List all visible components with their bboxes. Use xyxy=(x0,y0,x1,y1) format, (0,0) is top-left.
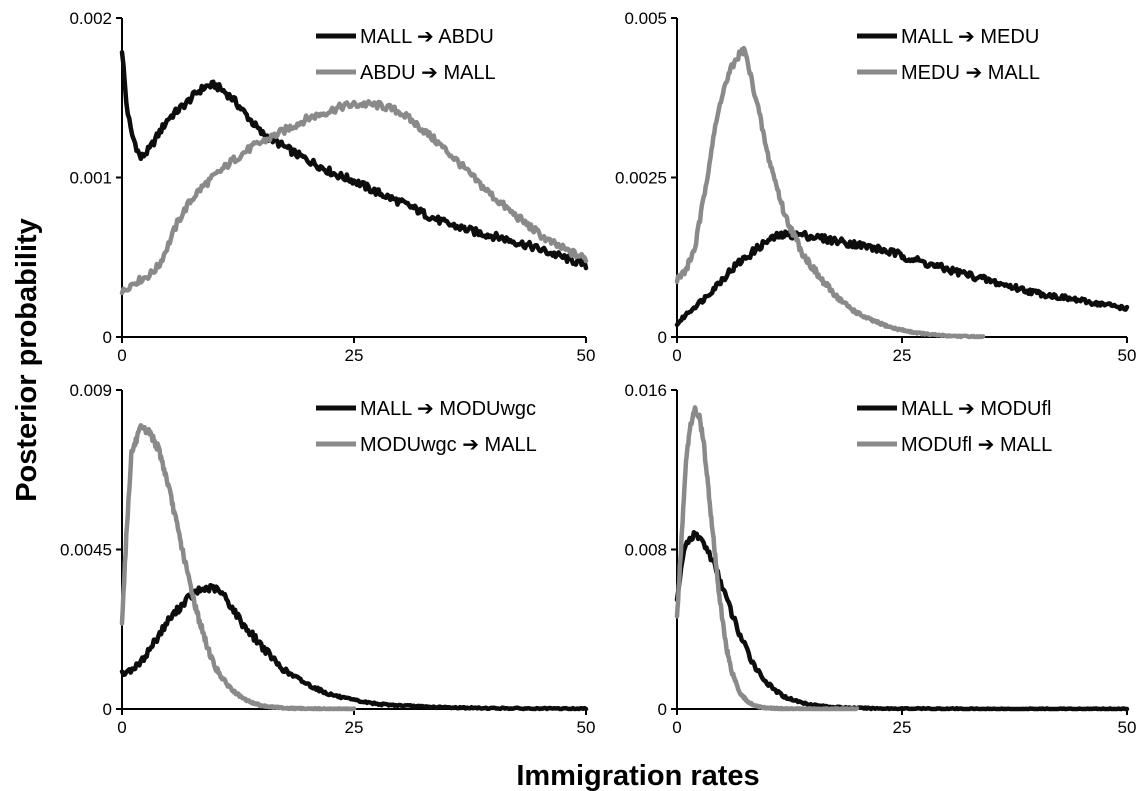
y-tick-label: 0.0025 xyxy=(615,169,667,188)
chart-panel-top-right: 0 0.0025 0.005 0 25 50 MALL ➔ MEDU MEDU ➔ MALL xyxy=(615,9,1136,365)
series-line-1 xyxy=(674,530,1130,712)
chart-panel-bottom-right: 0 0.008 0.016 0 25 50 MALL ➔ MODUfl MODUfl ➔ MA… xyxy=(624,381,1136,737)
x-tick-label: 50 xyxy=(1118,718,1137,737)
x-tick-label: 25 xyxy=(345,346,364,365)
y-tick-label: 0.002 xyxy=(69,9,112,28)
y-tick-label: 0.016 xyxy=(624,381,667,400)
x-tick-label: 25 xyxy=(893,718,912,737)
y-tick-label: 0 xyxy=(103,328,112,347)
y-tick-label: 0 xyxy=(103,700,112,719)
legend-label: MALL ➔ MODUwgc xyxy=(360,398,536,420)
x-tick-label: 50 xyxy=(577,346,596,365)
series-line-1 xyxy=(119,582,589,712)
x-axis-title: Immigration rates xyxy=(516,760,759,791)
series-line-2 xyxy=(674,405,860,712)
chart-panel-top-left: 0 0.001 0.002 0 25 50 MALL ➔ ABDU ABDU ➔ MALL xyxy=(69,9,595,365)
series-line-2 xyxy=(119,423,357,712)
x-tick-label: 0 xyxy=(672,346,681,365)
x-tick-label: 0 xyxy=(117,718,126,737)
y-tick-label: 0 xyxy=(658,328,667,347)
legend-label: MODUwgc ➔ MALL xyxy=(360,434,537,456)
series-line-2 xyxy=(674,45,986,340)
x-tick-label: 50 xyxy=(1118,346,1137,365)
chart-panel-bottom-left: 0 0.0045 0.009 0 25 50 MALL ➔ MODUwgc MODUwgc ➔… xyxy=(60,381,595,737)
y-axis-title: Posterior probability xyxy=(11,218,43,502)
y-tick-label: 0 xyxy=(658,700,667,719)
y-tick-label: 0.0045 xyxy=(60,541,112,560)
legend-label: MODUfl ➔ MALL xyxy=(901,434,1052,456)
legend-label: MALL ➔ MEDU xyxy=(901,26,1039,48)
x-tick-label: 25 xyxy=(345,718,364,737)
series-line-1 xyxy=(674,229,1130,328)
y-tick-label: 0.001 xyxy=(69,169,112,188)
y-tick-label: 0.005 xyxy=(624,9,667,28)
legend-label: MALL ➔ MODUfl xyxy=(901,398,1051,420)
x-tick-label: 25 xyxy=(893,346,912,365)
legend-label: ABDU ➔ MALL xyxy=(360,62,496,84)
legend-label: MALL ➔ ABDU xyxy=(360,26,494,48)
x-tick-label: 0 xyxy=(672,718,681,737)
legend-label: MEDU ➔ MALL xyxy=(901,62,1040,84)
series-line-1 xyxy=(119,50,589,271)
y-tick-label: 0.009 xyxy=(69,381,112,400)
series-line-2 xyxy=(119,99,589,296)
x-tick-label: 50 xyxy=(577,718,596,737)
x-tick-label: 0 xyxy=(117,346,126,365)
y-tick-label: 0.008 xyxy=(624,541,667,560)
